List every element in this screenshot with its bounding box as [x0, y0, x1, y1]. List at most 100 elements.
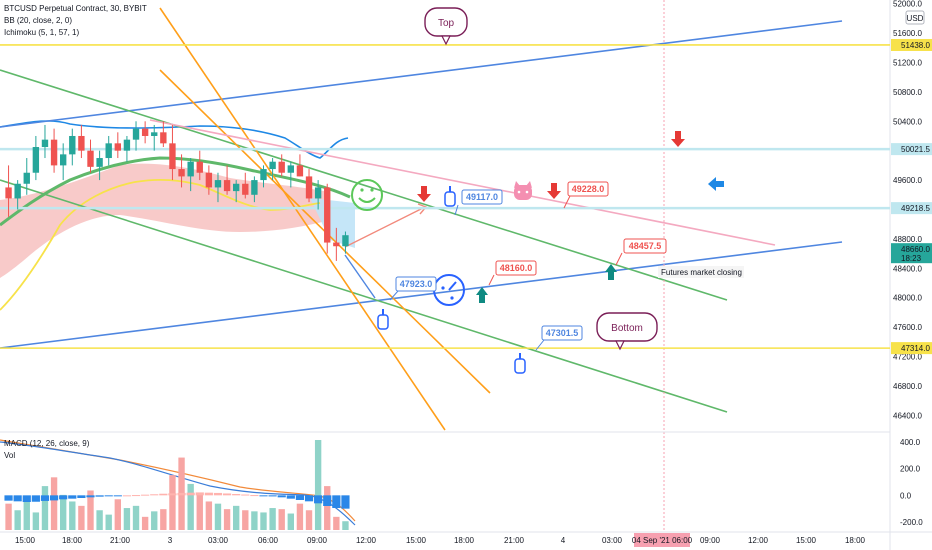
pointing-hand-icon [444, 186, 456, 207]
time-axis[interactable]: 15:00 18:00 21:00 3 03:00 06:00 09:00 12:00 15:0… [15, 536, 866, 545]
crosshair-date-box [634, 533, 690, 547]
blue-trendline-lower [0, 241, 843, 349]
ichimoku-legend[interactable]: Ichimoku (5, 1, 57, 1) [4, 28, 80, 37]
macd-tick-label: 0.0 [900, 491, 912, 500]
macd-histogram-bar [314, 495, 323, 504]
orange-trendline-left [159, 7, 446, 431]
macd-tick-label: 200.0 [900, 465, 921, 474]
level-price-box [891, 202, 932, 215]
macd-layer [0, 439, 356, 530]
time-tick-label: 18:00 [845, 536, 866, 545]
volume-bar [223, 509, 231, 530]
candle-body [96, 158, 103, 167]
level-price-label: 51438.0 [901, 41, 930, 50]
level-price-label: 47314.0 [901, 344, 930, 353]
symbol-legend[interactable]: BTCUSD Perpetual Contract, 30, BYBIT [4, 4, 147, 13]
price-tag-label: 47923.0 [400, 279, 433, 289]
candle-body [296, 165, 304, 177]
candle-body [87, 150, 94, 167]
level-price-box [891, 143, 932, 156]
price-tag[interactable]: 47923.0 [395, 276, 437, 292]
macd-histogram-bar [177, 492, 186, 496]
candle-body [105, 143, 112, 159]
macd-histogram-bar [304, 495, 314, 502]
volume-bar [96, 510, 103, 530]
smiley-face-icon [351, 179, 383, 211]
candle-body [169, 143, 176, 170]
candle-body [41, 139, 49, 148]
volume-bar [23, 497, 30, 530]
macd-histogram-bar [131, 495, 141, 497]
tag-leader [389, 290, 399, 301]
macd-histogram-bar [122, 495, 132, 497]
left-arrow-icon [708, 177, 724, 191]
candle-body [314, 187, 322, 199]
macd-axis: 400.0 200.0 0.0 -200.0 [900, 438, 923, 527]
up-arrow-icon [605, 264, 617, 280]
macd-histogram-bar [213, 492, 223, 496]
pointing-hand-icon [377, 309, 389, 330]
bb-legend[interactable]: BB (20, close, 2, 0) [4, 16, 73, 25]
macd-histogram-bar [141, 494, 150, 496]
macd-histogram-bar [104, 495, 113, 497]
price-tag[interactable]: 49117.0 [461, 189, 503, 205]
volume-bar [151, 511, 158, 530]
time-tick-label: 3 [168, 536, 173, 545]
projection-up-arrow [344, 206, 426, 248]
macd-tick-label: 400.0 [900, 438, 921, 447]
volume-bar [160, 509, 167, 530]
price-tag-label: 49228.0 [572, 184, 605, 194]
candle-body [260, 169, 267, 181]
volume-bar [169, 475, 176, 530]
volume-bar [287, 513, 295, 530]
down-arrow-icon [671, 131, 685, 147]
time-tick-label: 12:00 [748, 536, 769, 545]
price-tick-label: 51600.0 [893, 29, 922, 38]
volume-bar [260, 512, 267, 530]
price-tag[interactable]: 47301.5 [541, 325, 583, 341]
green-trendline-lower [0, 179, 728, 413]
price-tag[interactable]: 49228.0 [567, 181, 609, 197]
macd-histogram-bar [77, 495, 86, 498]
price-tag[interactable]: 48457.5 [623, 238, 667, 254]
macd-histogram-bar [31, 495, 40, 502]
macd-histogram-bar [341, 495, 350, 509]
candle-body [214, 180, 222, 188]
macd-histogram-bar [113, 495, 122, 497]
volume-bar [187, 483, 194, 530]
macd-histogram-bar [13, 495, 22, 502]
price-tag-label: 47301.5 [546, 328, 579, 338]
volume-legend[interactable]: Vol [4, 451, 16, 460]
volume-bar [78, 505, 85, 530]
tag-leader [615, 252, 623, 266]
macd-histogram-bar [195, 492, 204, 496]
time-tick-label: 09:00 [700, 536, 721, 545]
candle-body [14, 183, 21, 199]
price-tick-label: 50800.0 [893, 88, 922, 97]
pointing-hand-icon [514, 353, 526, 374]
candle-body [187, 161, 194, 177]
volume-bar [305, 510, 313, 530]
macd-histogram-bar [59, 495, 68, 500]
candle-body [223, 180, 231, 192]
note-bottom-label: Bottom [611, 323, 643, 334]
macd-histogram-bar [150, 494, 159, 496]
candle-body [232, 183, 240, 192]
price-tick-label: 48400.0 [893, 264, 922, 273]
macd-histogram-bar [40, 495, 50, 501]
candle-body [205, 172, 213, 188]
tag-leader [563, 195, 571, 209]
macd-legend[interactable]: MACD (12, 26, close, 9) [4, 439, 90, 448]
volume-bar [41, 486, 49, 530]
note-bottom[interactable]: Bottom [596, 312, 658, 351]
candle-body [151, 132, 158, 136]
currency-badge[interactable] [905, 10, 925, 25]
price-tick-label: 49600.0 [893, 176, 922, 185]
volume-bar [114, 499, 122, 530]
time-tick-label: 21:00 [110, 536, 131, 545]
blue-trendline-upper [0, 20, 843, 128]
macd-histogram-bar [204, 492, 213, 496]
price-tag[interactable]: 48160.0 [495, 260, 537, 276]
note-top[interactable]: Top [424, 7, 468, 46]
